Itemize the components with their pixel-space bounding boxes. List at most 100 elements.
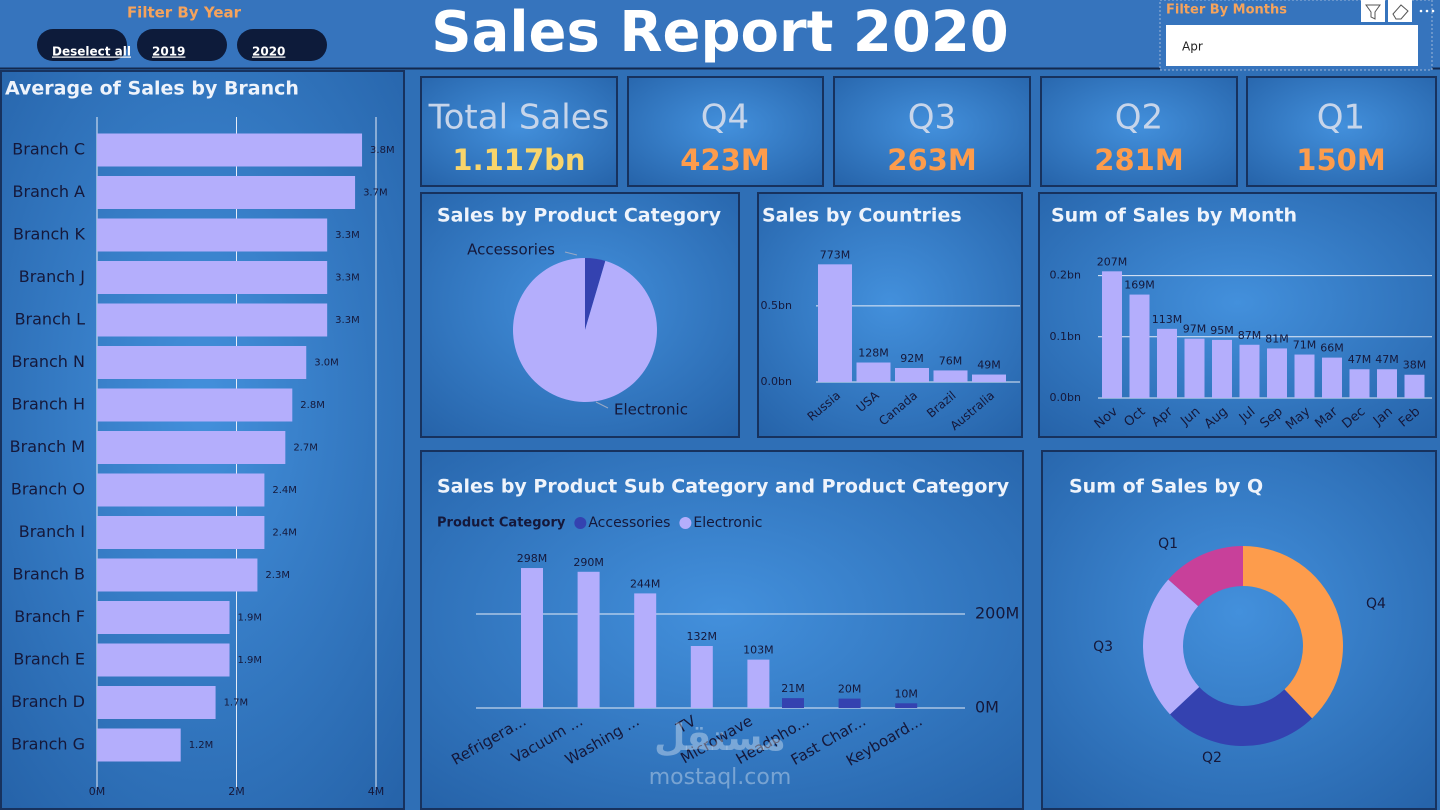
y-tick-label: 0.0bn (761, 375, 792, 388)
year-filter: Deselect all 2019 2020 (37, 29, 327, 61)
category-label: Branch F (14, 607, 85, 626)
leader-line (564, 251, 578, 256)
category-label: Branch H (11, 395, 85, 414)
category-label: Branch C (12, 140, 85, 159)
data-label: 92M (900, 352, 924, 365)
panel (1041, 450, 1437, 810)
kpi-label: Q4 (701, 98, 749, 138)
data-label: 10M (894, 687, 918, 700)
kpi-value: 150M (1296, 143, 1385, 177)
slice-label: Accessories (467, 241, 555, 259)
y-tick-label: 0.1bn (1050, 330, 1081, 343)
bar (1157, 328, 1177, 398)
category-label: Branch A (13, 182, 86, 201)
bar (97, 218, 328, 252)
data-label: 38M (1403, 359, 1427, 372)
bar (838, 698, 861, 708)
slice (1243, 546, 1343, 719)
data-label: 2.4M (272, 528, 297, 539)
data-label: 47M (1348, 353, 1372, 366)
data-label: 3.3M (335, 230, 360, 241)
category-label: Branch J (19, 267, 85, 286)
data-label: 3.3M (335, 315, 360, 326)
filter-label: Filter By Year (127, 4, 242, 22)
data-label: 1.9M (238, 655, 263, 666)
kpi-label: Q3 (908, 98, 956, 138)
chart-title: Sales by Product Category (437, 205, 722, 227)
kpi-card (833, 76, 1031, 187)
bar (97, 728, 181, 762)
x-tick-label: 2M (228, 785, 245, 798)
bar (1267, 348, 1287, 398)
slice (1169, 687, 1313, 746)
bar (1184, 338, 1205, 398)
filter-button[interactable] (37, 29, 127, 61)
bar (856, 362, 891, 382)
bar (1322, 357, 1342, 398)
data-label: 244M (630, 577, 661, 590)
data-label: 20M (838, 683, 862, 696)
slice-label: Q4 (1366, 596, 1386, 612)
slicer-dropdown[interactable] (1166, 25, 1418, 66)
data-label: 113M (1152, 313, 1183, 326)
filter-button[interactable] (137, 29, 227, 61)
panel (1038, 192, 1437, 438)
legend-label: Accessories (588, 515, 670, 531)
bar (747, 659, 770, 708)
data-label: 97M (1183, 323, 1207, 336)
legend-title: Product Category (437, 516, 566, 531)
filter-option[interactable]: 2019 (152, 45, 185, 59)
data-label: 1.2M (189, 740, 214, 751)
data-label: 49M (977, 359, 1001, 372)
bar (97, 686, 216, 719)
filter-option[interactable]: 2020 (252, 45, 285, 59)
panel (757, 192, 1023, 438)
bar (895, 367, 929, 382)
data-label: 3.0M (314, 358, 339, 369)
filter-icon[interactable] (1361, 0, 1385, 22)
more-options[interactable] (1419, 9, 1435, 13)
slice-label: Electronic (614, 401, 688, 419)
data-label: 71M (1293, 339, 1317, 352)
category-label: Branch G (11, 735, 85, 754)
category-label: Branch O (11, 480, 85, 499)
slice (513, 258, 657, 402)
slice (1143, 579, 1200, 715)
bar (895, 703, 918, 708)
data-label: 103M (743, 644, 774, 657)
bar (97, 601, 230, 634)
bar (521, 568, 543, 708)
data-label: 95M (1210, 324, 1234, 337)
slice-label: Q3 (1093, 639, 1113, 655)
slicer-value[interactable]: Apr (1182, 40, 1203, 54)
bar (97, 346, 307, 379)
bar (97, 261, 328, 294)
bar (634, 593, 657, 708)
bar (1404, 374, 1425, 398)
legend-label: Electronic (693, 515, 762, 531)
data-label: 132M (687, 630, 718, 643)
bar (97, 388, 293, 422)
filter-button[interactable] (237, 29, 327, 61)
data-label: 1.9M (238, 613, 263, 624)
watermark-logo: مستقل (654, 718, 786, 759)
data-label: 1.7M (224, 698, 249, 709)
filter-option[interactable]: Deselect all (52, 45, 131, 59)
kpi-value: 263M (887, 143, 976, 177)
legend-swatch (679, 517, 692, 529)
chart-title: Sum of Sales by Q (1069, 476, 1263, 498)
bar (97, 516, 265, 549)
category-label: Branch N (12, 352, 86, 371)
bar (818, 264, 852, 382)
kpi-value: 423M (680, 143, 769, 177)
data-label: 47M (1375, 353, 1399, 366)
slice (585, 258, 606, 330)
data-label: 3.7M (363, 188, 388, 199)
data-label: 21M (781, 682, 805, 695)
bar (97, 176, 356, 209)
bar (97, 133, 363, 167)
slice (1168, 546, 1243, 607)
kpi-card (627, 76, 824, 187)
y-tick-label: 0.5bn (761, 299, 792, 312)
